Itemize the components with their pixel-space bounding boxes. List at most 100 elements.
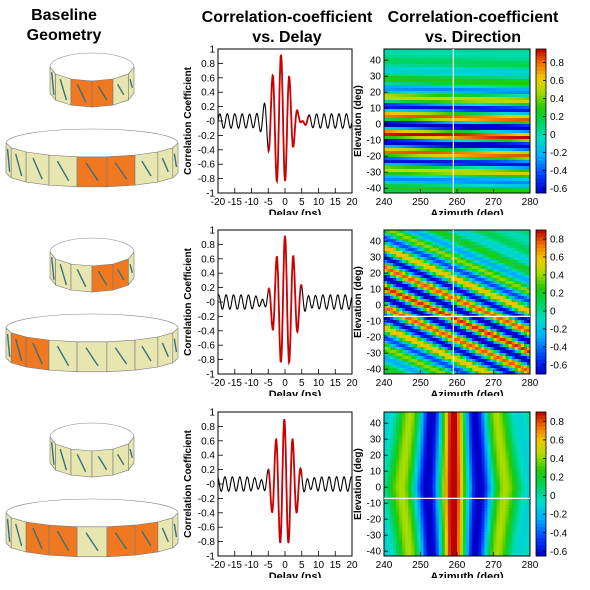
heatmap-cell	[475, 284, 479, 288]
heatmap-cell	[490, 365, 494, 369]
heatmap-cell	[432, 281, 437, 285]
heatmap-cell	[390, 139, 394, 143]
heatmap-cell	[396, 181, 400, 185]
heatmap-cell	[426, 79, 431, 83]
heatmap-cell	[469, 181, 473, 185]
heatmap-cell	[417, 61, 421, 65]
heatmap-cell	[441, 341, 446, 345]
heatmap-cell	[472, 293, 476, 297]
heatmap-cell	[390, 320, 394, 324]
heatmap-cell	[420, 175, 424, 179]
heatmap-cell	[414, 245, 418, 249]
heatmap-cell	[408, 341, 412, 345]
heatmap-cell	[508, 100, 513, 104]
heatmap-cell	[490, 73, 494, 77]
heatmap-cell	[496, 296, 500, 300]
heatmap-cell	[450, 67, 455, 71]
heatmap-cell	[517, 166, 522, 170]
heatmap-cell	[384, 58, 388, 62]
heatmap-cell	[411, 181, 415, 185]
heatmap-cell	[420, 76, 424, 80]
heatmap-cell	[408, 187, 412, 191]
heatmap-cell	[484, 52, 488, 56]
heatmap-cell	[472, 175, 476, 179]
heatmap-cell	[490, 97, 494, 101]
heatmap-cell	[511, 100, 516, 104]
heatmap-cell	[447, 230, 452, 234]
heatmap-cell	[435, 293, 440, 297]
heatmap-cell	[417, 317, 421, 321]
heatmap-cell	[450, 311, 455, 315]
heatmap-cell	[490, 248, 494, 252]
heatmap-cell	[493, 308, 497, 312]
heatmap-cell	[490, 55, 494, 59]
heatmap-cell	[441, 55, 446, 59]
heatmap-cell	[405, 142, 409, 146]
heatmap-cell	[481, 112, 485, 116]
heatmap-cell	[423, 169, 427, 173]
heatmap-cell	[390, 64, 394, 68]
heatmap-cell	[411, 293, 415, 297]
heatmap-cell	[466, 320, 470, 324]
heatmap-cell	[444, 133, 449, 137]
heatmap-cell	[493, 263, 497, 267]
heatmap-cell	[429, 151, 434, 155]
heatmap-cell	[457, 49, 461, 53]
heatmap-cell	[438, 67, 443, 71]
heatmap-cell	[490, 94, 494, 98]
heatmap-cell	[478, 166, 482, 170]
heatmap-cell	[484, 260, 488, 264]
delay-plot-row-3: -1-0.8-0.6-0.4-0.2-00.20.40.60.81-20 -15-…	[183, 408, 358, 578]
heatmap-cell	[423, 181, 427, 185]
heatmap-cell	[414, 311, 418, 315]
heatmap-cell	[387, 266, 391, 270]
heatmap-cell	[423, 139, 427, 143]
heatmap-cell	[499, 275, 504, 279]
heatmap-cell	[396, 130, 400, 134]
heatmap-cell	[502, 103, 507, 107]
heatmap-cell	[432, 160, 437, 164]
heatmap-cell	[505, 163, 510, 167]
heatmap-cell	[466, 230, 470, 234]
heatmap-cell	[411, 115, 415, 119]
geometry-row-1	[0, 45, 190, 195]
ring-top-edge	[49, 237, 135, 253]
heatmap-cell	[420, 91, 424, 95]
heatmap-cell	[420, 190, 424, 194]
heatmap-cell	[478, 284, 482, 288]
heatmap-cell	[450, 317, 455, 321]
heatmap-cell	[387, 145, 391, 149]
heatmap-cell	[457, 109, 461, 113]
heatmap-cell	[405, 70, 409, 74]
heatmap-cell	[435, 76, 440, 80]
heatmap-cell	[508, 323, 513, 327]
heatmap-cell	[481, 178, 485, 182]
heatmap-cell	[511, 329, 516, 333]
heatmap-cell	[511, 332, 516, 336]
heatmap-cell	[408, 130, 412, 134]
heatmap-cell	[402, 371, 406, 375]
heatmap-cell	[450, 172, 455, 176]
heatmap-cell	[514, 52, 519, 56]
ring-top-edge	[5, 313, 179, 329]
heatmap-cell	[450, 338, 455, 342]
heatmap-cell	[420, 172, 424, 176]
heatmap-cell	[520, 242, 525, 246]
heatmap-cell	[457, 58, 461, 62]
heatmap-cell	[469, 287, 473, 291]
heatmap-cell	[484, 350, 488, 354]
heatmap-cell	[487, 257, 491, 261]
heatmap-cell	[423, 260, 427, 264]
heatmap-cell	[411, 341, 415, 345]
heatmap-cell	[426, 326, 431, 330]
heatmap-cell	[426, 368, 431, 372]
heatmap-cell	[387, 287, 391, 291]
heatmap-cell	[393, 332, 397, 336]
heatmap-cell	[523, 341, 528, 345]
heatmap-cell	[438, 151, 443, 155]
heatmap-cell	[396, 332, 400, 336]
heatmap-cell	[526, 359, 531, 363]
heatmap-cell	[408, 284, 412, 288]
heatmap-cell	[520, 245, 525, 249]
heatmap-cell	[496, 335, 500, 339]
